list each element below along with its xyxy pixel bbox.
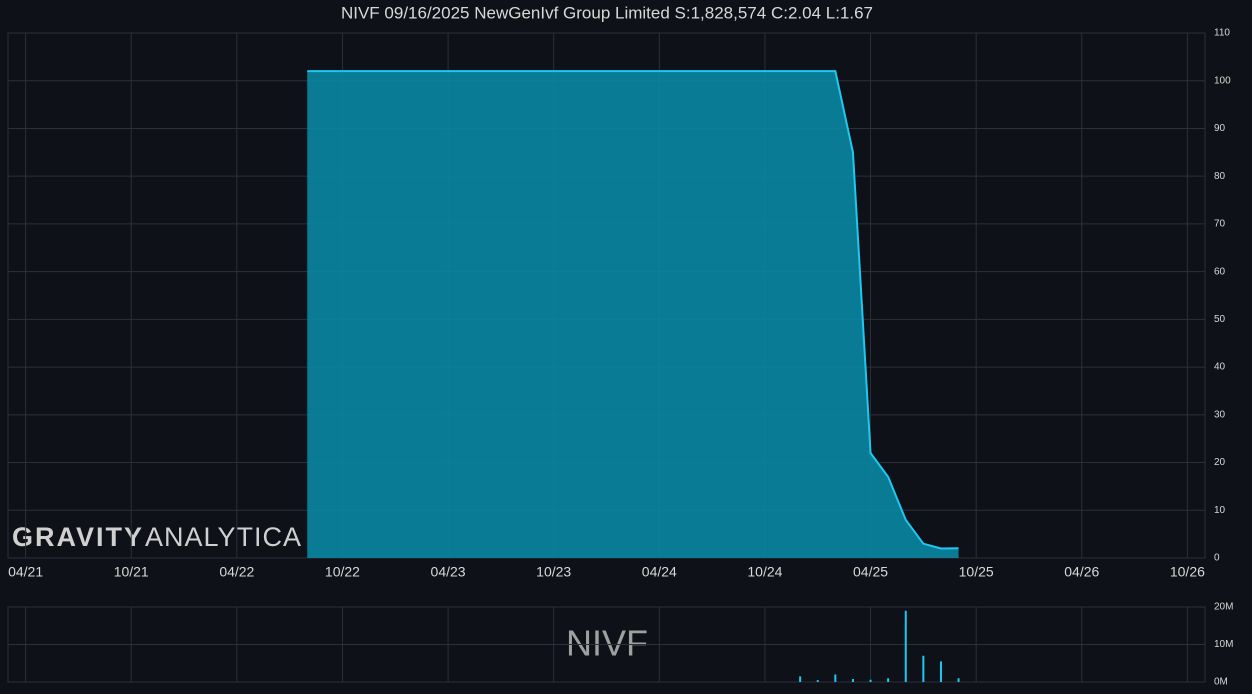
y-tick-label: 60 xyxy=(1214,266,1226,277)
x-tick-label: 04/24 xyxy=(642,564,677,580)
y-tick-label: 20M xyxy=(1214,602,1233,613)
logo-light: ANALYTICA xyxy=(145,522,302,552)
y-tick-label: 50 xyxy=(1214,314,1226,325)
volume-watermark: NIVF xyxy=(566,623,648,664)
price-line xyxy=(307,70,959,550)
x-tick-label: 04/22 xyxy=(219,564,254,580)
y-tick-label: 100 xyxy=(1214,75,1231,86)
logo-bold: GRAVITY xyxy=(12,522,144,552)
chart-title: NIVF 09/16/2025 NewGenIvf Group Limited … xyxy=(341,3,873,22)
y-tick-label: 70 xyxy=(1214,219,1226,230)
x-tick-label: 04/23 xyxy=(431,564,466,580)
x-tick-label: 10/25 xyxy=(959,564,994,580)
volume-bar xyxy=(869,679,872,682)
volume-bar xyxy=(816,680,819,682)
volume-bar xyxy=(939,661,942,682)
volume-bar xyxy=(834,674,837,682)
x-tick-label: 04/21 xyxy=(8,564,43,580)
y-tick-label: 110 xyxy=(1214,28,1230,39)
volume-bar xyxy=(922,655,925,682)
y-tick-label: 40 xyxy=(1214,362,1226,373)
x-tick-label: 04/26 xyxy=(1064,564,1099,580)
y-tick-label: 10 xyxy=(1214,505,1226,516)
price-area xyxy=(307,71,959,558)
y-tick-label: 0 xyxy=(1214,553,1220,564)
y-tick-label: 10M xyxy=(1214,639,1233,650)
y-tick-label: 30 xyxy=(1214,409,1226,420)
x-tick-label: 10/23 xyxy=(536,564,571,580)
x-tick-label: 10/26 xyxy=(1170,564,1205,580)
volume-bar xyxy=(904,610,907,682)
y-tick-label: 20 xyxy=(1214,457,1226,468)
y-tick-label: 0M xyxy=(1214,677,1228,688)
y-tick-label: 80 xyxy=(1214,171,1226,182)
x-tick-label: 10/21 xyxy=(114,564,149,580)
x-tick-label: 04/25 xyxy=(853,564,888,580)
volume-bar xyxy=(887,678,890,682)
volume-bar xyxy=(851,679,854,682)
x-tick-label: 10/24 xyxy=(747,564,782,580)
volume-bar xyxy=(799,676,802,682)
y-tick-label: 90 xyxy=(1214,123,1226,134)
x-tick-label: 10/22 xyxy=(325,564,360,580)
volume-bar xyxy=(957,678,960,682)
